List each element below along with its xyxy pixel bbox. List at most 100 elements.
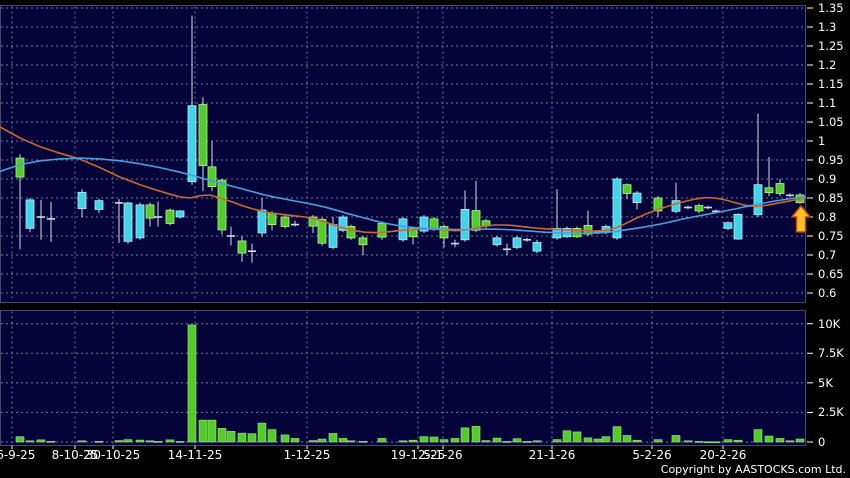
date-axis-label: 26-9-25 [0,448,36,462]
candlestick-down [653,197,663,212]
price-axis-label: 0.85 [818,191,844,205]
date-axis-label: 20-2-26 [699,448,747,462]
date-axis-label: 30-10-25 [85,448,141,462]
volume-bar [207,419,217,443]
volume-bar [237,432,247,443]
volume-bar [439,439,449,443]
volume-bar [562,430,572,443]
price-axis-label: 0.8 [818,210,837,224]
candlestick-down [358,237,368,246]
volume-bar [703,441,713,444]
candlestick-up [419,216,429,232]
price-axis-label: 1 [818,134,826,148]
candlestick-down [775,183,785,194]
volume-bar [753,429,763,443]
volume-bar [785,440,795,443]
volume-bar [165,439,175,443]
volume-bar [612,426,622,443]
price-axis-label: 0.6 [818,286,837,300]
candlestick-down [145,204,155,219]
candlestick-down [207,166,217,187]
candlestick-up [328,224,338,248]
volume-bar [267,429,277,443]
volume-bar [419,436,429,443]
volume-bar [671,435,681,443]
volume-bar [723,439,733,443]
volume-bar [601,436,611,443]
candlestick-down [237,240,247,254]
price-axis-label: 1.15 [818,77,844,91]
volume-bar [622,435,632,443]
volume-bar [653,439,663,443]
volume-bar [175,441,185,443]
volume-bar [429,436,439,443]
volume-bar [358,440,368,443]
candlestick-up [77,191,87,210]
price-axis-label: 1.3 [818,20,837,34]
volume-bar [683,440,693,443]
volume-axis-label: 2.5K [818,405,844,420]
candlestick-up [135,204,145,239]
price-axis-label: 1.1 [818,96,837,110]
volume-bar [502,441,512,443]
date-axis-label: 5-1-26 [423,448,463,462]
price-axis-label: 0.7 [818,248,837,262]
candlestick-down [267,212,277,225]
volume-bar [481,440,491,443]
candlestick-down [622,184,632,194]
volume-bar [25,440,35,443]
volume-bar [408,439,418,443]
volume-bar [328,433,338,443]
ma-blue [0,157,806,235]
candlestick-up [492,237,502,246]
volume-bar [795,438,805,443]
volume-bar [290,438,300,443]
date-axis-label: 14-11-25 [167,448,223,462]
price-axis-label: 0.75 [818,229,844,243]
candlestick-up [338,216,348,231]
candlestick-down [471,210,481,231]
volume-axis-label: 7.5K [818,346,844,361]
volume-bar [593,438,603,443]
candlestick-up [532,242,542,252]
candlestick-up [632,192,642,203]
volume-bar [187,324,197,443]
candlestick-up [460,208,470,241]
price-axis-label: 1.2 [818,58,837,72]
volume-bar [694,441,704,443]
candlestick-up [612,178,622,239]
volume-bar [308,440,318,443]
volume-bar [135,439,145,443]
candlestick-down [408,227,418,238]
price-pane [0,5,806,303]
candlestick-up [187,105,197,183]
volume-bar [492,437,502,443]
candlestick-up [671,200,681,212]
date-axis-label: 19-12-25 [390,448,446,462]
volume-bar [522,441,532,443]
volume-bar [552,439,562,443]
candlestick-down [694,205,704,212]
volume-bar [226,431,236,443]
date-axis-label: 21-1-26 [528,448,576,462]
price-axis-label: 0.9 [818,172,837,186]
candlestick-down [439,226,449,239]
date-axis-label: 5-2-26 [632,448,672,462]
volume-bar [317,438,327,443]
volume-bar [764,435,774,443]
volume-bar [572,431,582,443]
candlestick-up [733,213,743,240]
candlestick-down [308,216,318,227]
candlestick-down [764,187,774,194]
candlestick-up [753,184,763,216]
volume-pane [0,310,806,446]
candlestick-down [280,216,290,227]
candlestick-down [217,179,227,231]
volume-bar [338,438,348,443]
price-axis-label: 1.05 [818,115,844,129]
candlestick-up [25,199,35,229]
volume-bar [398,440,408,443]
volume-bar [733,439,743,443]
